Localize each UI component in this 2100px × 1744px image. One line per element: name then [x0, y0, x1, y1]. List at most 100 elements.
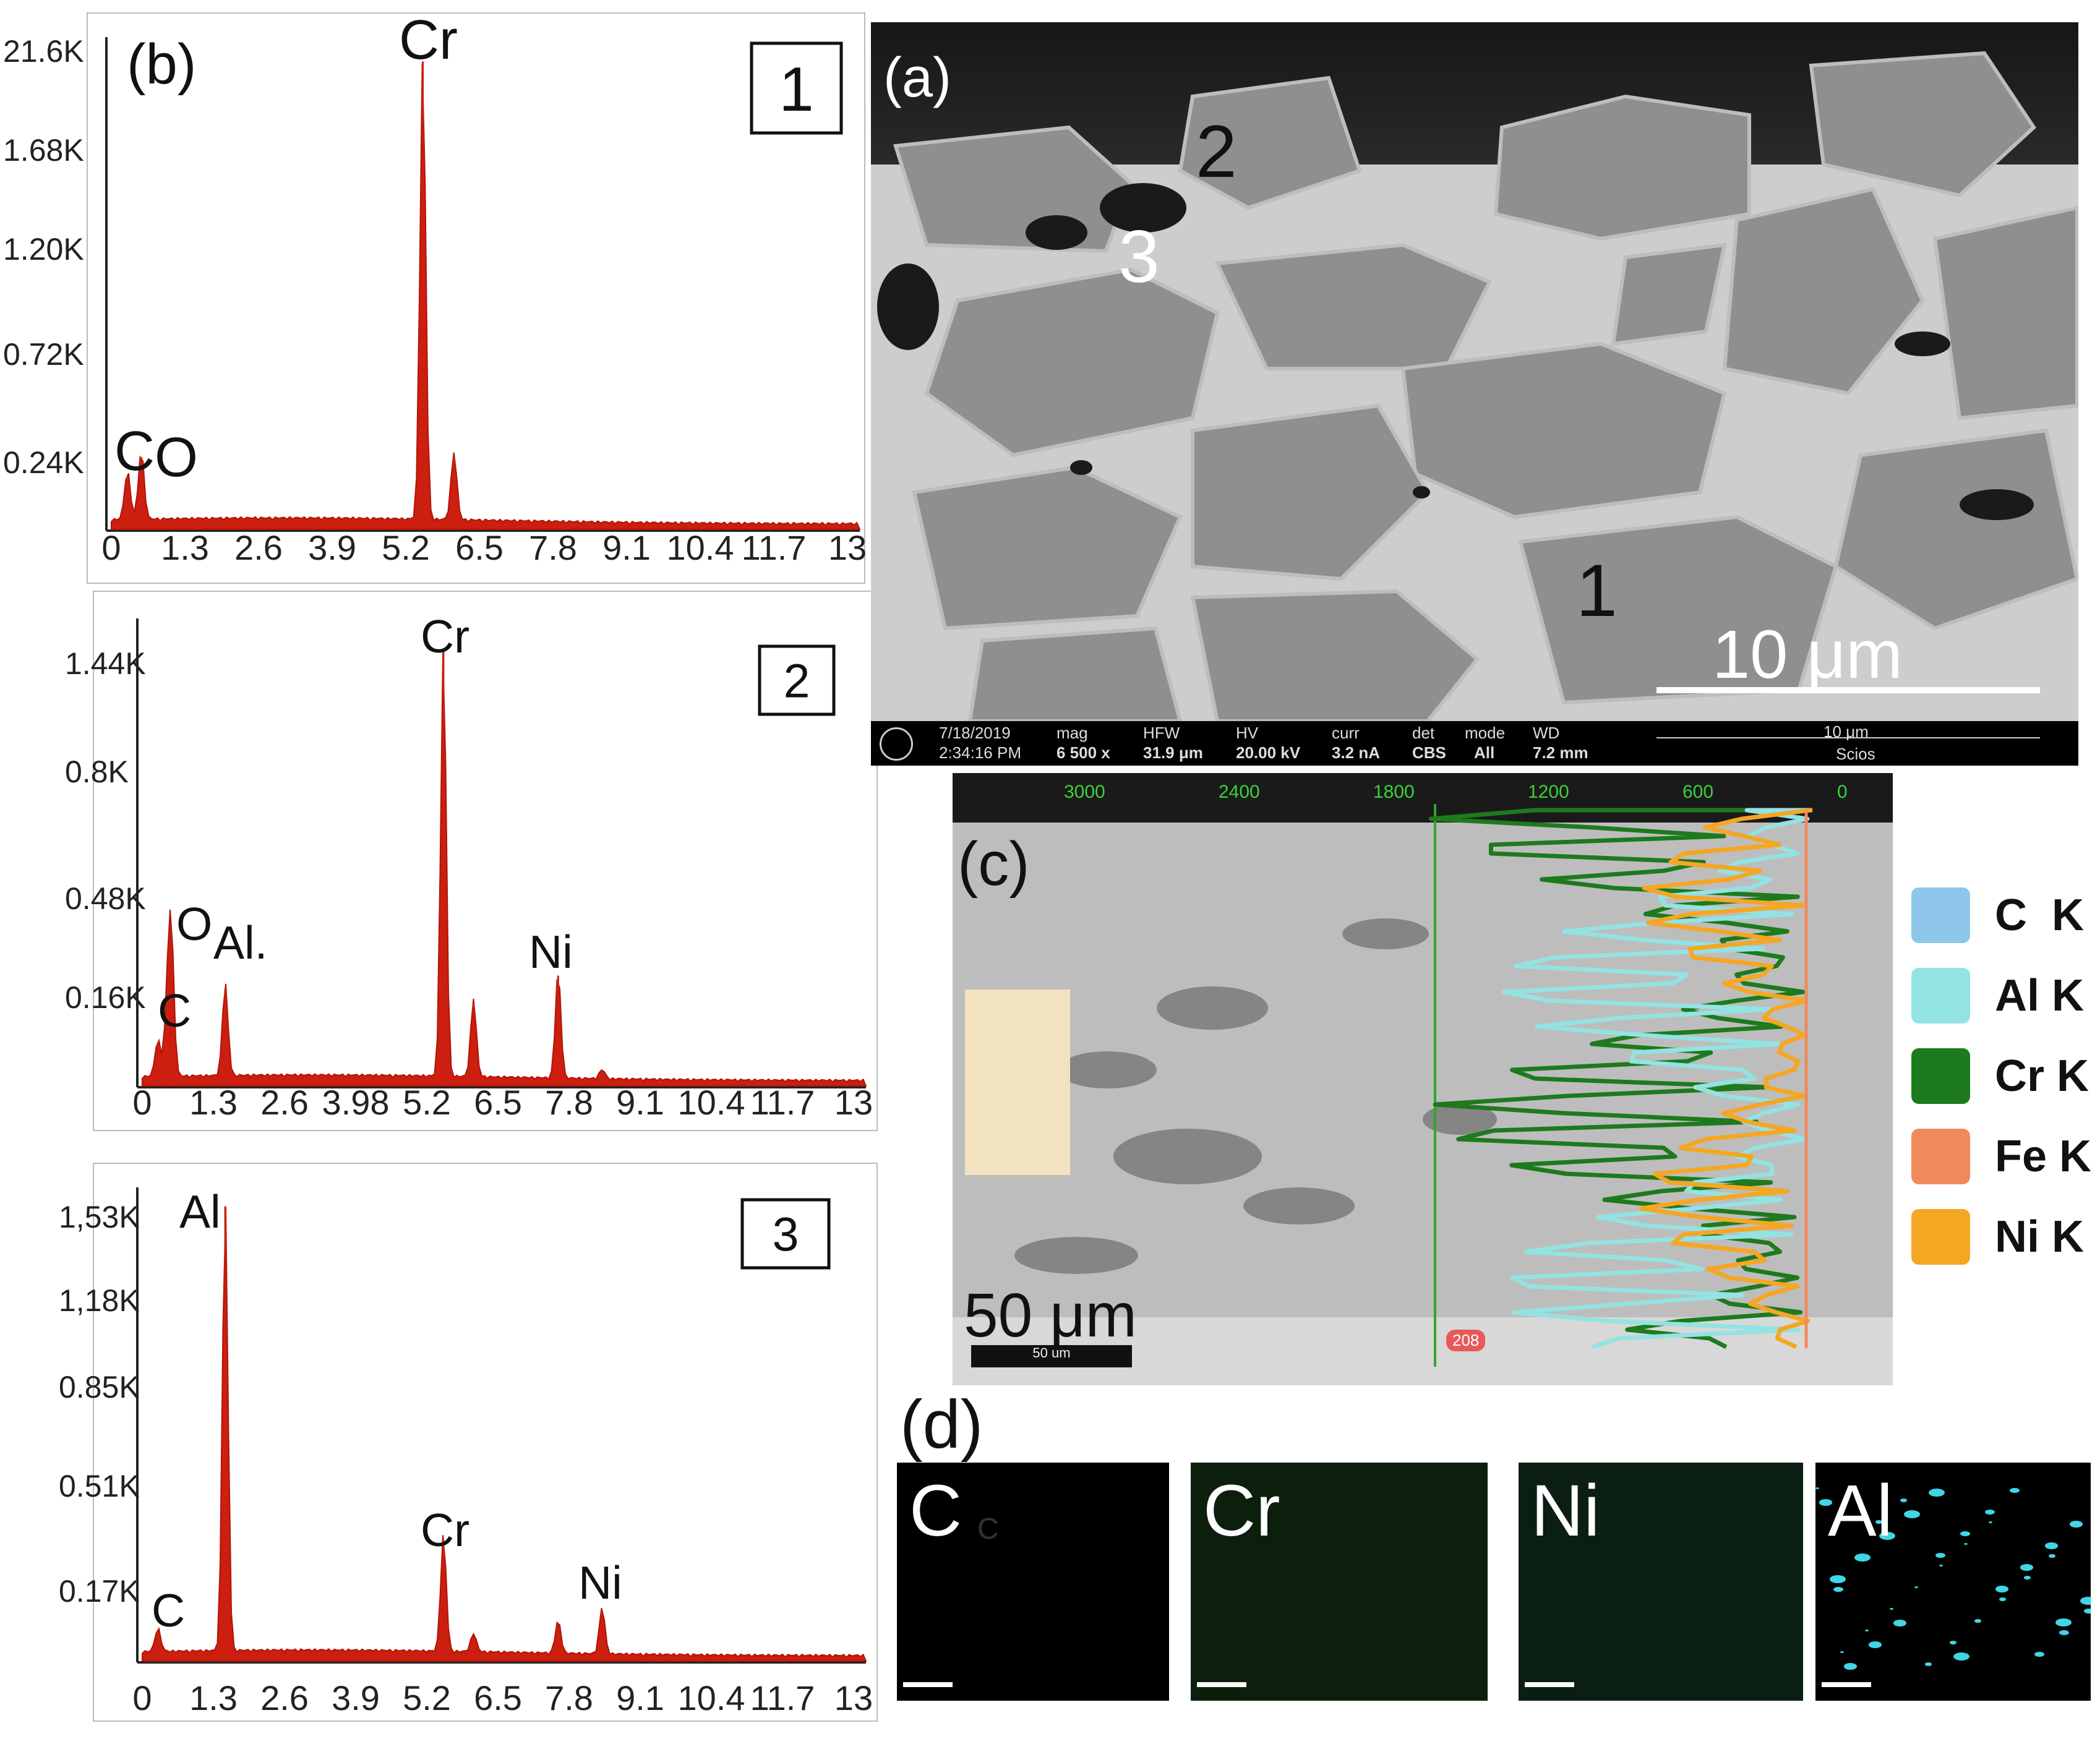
x-tick-label: 9.1 — [616, 1678, 664, 1717]
x-tick-label: 3.9 — [308, 528, 356, 567]
element-map-scale-bar — [1197, 1682, 1246, 1687]
infobar-det: CBS — [1412, 743, 1446, 762]
top-axis-label: 3000 — [1064, 782, 1105, 802]
x-tick-label: 3.98 — [322, 1083, 390, 1122]
x-tick-label: 9.1 — [616, 1083, 664, 1122]
al-signal-dot — [2010, 1488, 2020, 1493]
x-tick-label: 7.8 — [545, 1083, 593, 1122]
al-signal-dot — [1914, 1586, 1918, 1588]
x-tick-label: 5.2 — [403, 1678, 451, 1717]
infobar-curr-head: curr — [1332, 724, 1360, 742]
al-signal-dot — [1865, 1630, 1869, 1631]
spectrum-number: 1 — [779, 54, 813, 124]
spectrum-curve — [111, 63, 861, 530]
panel-c-label: (c) — [958, 829, 1030, 899]
sem-micrograph: 2 3 1 (a) 10 μm — [871, 22, 2078, 721]
infobar-mag: 6 500 x — [1056, 743, 1110, 762]
panel-b-label: (b) — [127, 33, 197, 96]
al-signal-dot — [1939, 1565, 1943, 1567]
peak-label: O — [176, 898, 212, 950]
al-signal-dot — [2080, 1597, 2091, 1605]
infobar-wd-head: WD — [1533, 724, 1560, 742]
inset-legend — [965, 990, 1070, 1175]
ni-trace — [1639, 808, 1813, 1349]
peak-label: C — [114, 421, 155, 482]
fei-logo-icon — [880, 727, 913, 761]
x-tick-label: 11.7 — [750, 1083, 815, 1122]
marker-value: 208 — [1452, 1331, 1480, 1349]
top-axis-label: 600 — [1682, 782, 1713, 802]
legend-swatch — [1911, 1209, 1970, 1265]
spectrum-curve — [142, 652, 867, 1087]
panel-b: 0 1.3 2.6 3.9 5.2 6.5 7.8 9.1 10.4 11.7 13 21.6K 1.6… — [0, 0, 878, 1744]
x-tick-label: 10.4 — [667, 528, 734, 567]
legend-label: Cr K — [1995, 1051, 2089, 1101]
al-signal-dot — [1840, 1651, 1844, 1653]
peak-label: C — [158, 985, 191, 1037]
al-signal-dot — [1893, 1620, 1906, 1626]
legend-label: C K — [1995, 891, 2084, 940]
y-tick-label: 0.24K — [3, 445, 84, 480]
al-signal-dot — [1995, 1586, 2008, 1592]
y-tick-label: 0.85K — [59, 1370, 140, 1404]
spectrum-curve — [142, 1207, 867, 1662]
element-map-label: Al — [1828, 1470, 1893, 1552]
al-signal-dot — [1844, 1663, 1857, 1670]
peak-label: Ni — [529, 926, 573, 978]
top-axis-label: 2400 — [1219, 782, 1260, 802]
peak-label: Al — [179, 1186, 221, 1237]
al-trace — [1501, 808, 1812, 1349]
spectrum-number: 3 — [773, 1208, 799, 1262]
al-signal-dot — [1960, 1531, 1970, 1536]
x-tick-label: 1.3 — [161, 528, 209, 567]
al-signal-dot — [1999, 1597, 2006, 1601]
element-map-al: Al — [1815, 1463, 2091, 1701]
al-signal-dot — [2024, 1576, 2031, 1579]
legend-label: Ni K — [1995, 1212, 2084, 1262]
infobar-hv: 20.00 kV — [1236, 743, 1301, 762]
infobar-date: 7/18/2019 — [939, 724, 1011, 742]
y-tick-label: 21.6K — [3, 34, 84, 69]
element-map-scale-bar — [1822, 1682, 1871, 1687]
panel-c-scale-small: 50 um — [1032, 1345, 1071, 1361]
scale-bar — [1656, 687, 2040, 693]
y-tick-label: 1.68K — [3, 133, 84, 168]
infobar-curr: 3.2 nA — [1332, 743, 1381, 762]
y-tick-label: 1.20K — [3, 232, 84, 267]
infobar-hfw: 31.9 μm — [1143, 743, 1203, 762]
region-label-2: 2 — [1196, 110, 1237, 193]
panel-c-scale-label: 50 μm — [964, 1281, 1137, 1350]
al-signal-dot — [1900, 1498, 1907, 1502]
y-tick-label: 1,18K — [59, 1283, 140, 1318]
y-tick-label: 0.16K — [65, 980, 146, 1015]
spectrum-3: 0 1.3 2.6 3.9 5.2 6.5 7.8 9.1 10.4 11.7 13 1,53K 1,1… — [59, 1186, 873, 1717]
al-signal-dot — [1854, 1554, 1871, 1562]
x-tick-label: 2.6 — [260, 1678, 309, 1717]
infobar-wd: 7.2 mm — [1533, 743, 1588, 762]
al-signal-dot — [1953, 1652, 1969, 1661]
infobar-bar: 10 μm — [1824, 722, 1869, 741]
al-signal-dot — [2059, 1630, 2069, 1635]
al-signal-dot — [2084, 1609, 2091, 1614]
x-tick-label: 0 — [132, 1678, 152, 1717]
al-signal-dot — [1950, 1641, 1956, 1644]
al-signal-dot — [2045, 1542, 2058, 1549]
x-tick-label: 11.7 — [750, 1678, 815, 1717]
spectrum-2-frame — [93, 591, 878, 1131]
panel-a-label: (a) — [883, 47, 951, 109]
al-signal-dot — [1833, 1587, 1843, 1592]
x-tick-label: 3.9 — [332, 1678, 380, 1717]
x-tick-label: 13 — [828, 528, 867, 567]
infobar-hfw-head: HFW — [1143, 724, 1180, 742]
spectrum-number-box — [758, 644, 836, 716]
infobar-scale-line — [1656, 737, 2040, 738]
element-map-label: C — [909, 1470, 962, 1552]
legend-item: C K — [1911, 881, 2091, 949]
legend-swatch — [1911, 887, 1970, 943]
al-signal-dot — [1875, 1520, 1882, 1524]
peak-label: O — [155, 427, 198, 489]
infobar-time: 2:34:16 PM — [939, 743, 1021, 762]
legend-item: Ni K — [1911, 1203, 2091, 1271]
region-label-1: 1 — [1576, 549, 1618, 632]
